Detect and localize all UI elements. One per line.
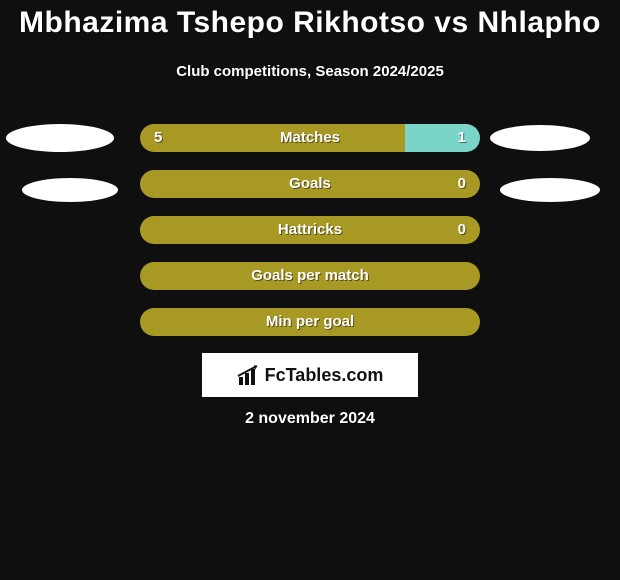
stat-row: 51Matches [0,124,620,152]
stat-row: 0Goals [0,170,620,198]
stat-label: Goals [140,170,480,198]
stat-label: Min per goal [140,308,480,336]
stat-row: Min per goal [0,308,620,336]
stat-label: Matches [140,124,480,152]
stat-row: 0Hattricks [0,216,620,244]
player-right-ellipse [490,125,590,151]
stat-row: Goals per match [0,262,620,290]
stat-bar-track: Min per goal [140,308,480,336]
stat-bar-track: 0Goals [140,170,480,198]
date-text: 2 november 2024 [0,410,620,428]
stat-bar-track: 51Matches [140,124,480,152]
player-right-ellipse [500,178,600,202]
page-title: Mbhazima Tshepo Rikhotso vs Nhlapho [0,6,620,40]
player-left-ellipse [22,178,118,202]
logo-box: FcTables.com [202,353,418,397]
stat-bar-track: 0Hattricks [140,216,480,244]
bars-icon [237,365,261,385]
subtitle: Club competitions, Season 2024/2025 [0,63,620,80]
stat-bar-track: Goals per match [140,262,480,290]
stat-label: Hattricks [140,216,480,244]
logo-inner: FcTables.com [237,365,384,386]
stat-label: Goals per match [140,262,480,290]
comparison-infographic: Mbhazima Tshepo Rikhotso vs Nhlapho Club… [0,0,620,580]
player-left-ellipse [6,124,114,152]
logo-text: FcTables.com [265,365,384,386]
